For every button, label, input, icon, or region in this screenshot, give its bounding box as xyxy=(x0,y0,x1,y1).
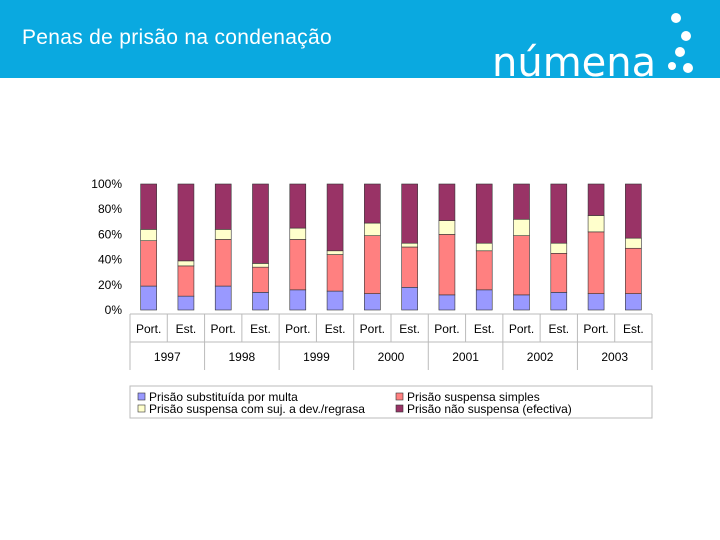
bar-segment xyxy=(587,183,605,216)
bar-segment xyxy=(289,227,307,240)
bar-segment xyxy=(475,250,493,291)
legend-swatch xyxy=(395,404,404,413)
bar-segment xyxy=(625,237,642,249)
bar-segment xyxy=(289,239,307,291)
bar-segment xyxy=(326,250,344,255)
bar-segment xyxy=(513,183,530,220)
bar-segment xyxy=(550,292,568,311)
bar-segment xyxy=(177,265,195,297)
bar-segment xyxy=(513,294,530,311)
bar-segment xyxy=(177,295,195,311)
x-group-label: 2001 xyxy=(452,350,479,364)
x-group-label: 1997 xyxy=(154,350,181,364)
legend-swatch xyxy=(395,392,404,401)
bar-segment xyxy=(140,285,157,311)
logo-text: númena xyxy=(492,40,656,86)
x-category-label: Port. xyxy=(583,322,608,336)
bar-segment xyxy=(364,235,381,294)
x-group-label: 2003 xyxy=(601,350,628,364)
x-category-label: Est. xyxy=(325,322,346,336)
bar-segment xyxy=(177,260,195,267)
bar-segment xyxy=(252,292,269,311)
bar-segment xyxy=(140,229,157,242)
bar-segment xyxy=(401,246,418,288)
x-category-label: Port. xyxy=(211,322,236,336)
bar-segment xyxy=(513,218,530,236)
legend-label: Prisão substituída por multa xyxy=(149,390,298,404)
legend-swatch xyxy=(137,392,146,401)
x-category-label: Port. xyxy=(360,322,385,336)
legend-label: Prisão suspensa com suj. a dev./regrasa xyxy=(149,402,365,416)
bar-segment xyxy=(289,183,307,229)
bar-segment xyxy=(625,293,642,311)
bar-segment xyxy=(475,242,493,252)
bar-segment xyxy=(625,183,642,239)
legend-label: Prisão suspensa simples xyxy=(407,390,540,404)
x-category-label: Est. xyxy=(548,322,569,336)
bar-segment xyxy=(475,289,493,311)
bar-segment xyxy=(438,294,456,311)
bar-segment xyxy=(140,183,157,230)
x-category-label: Est. xyxy=(399,322,420,336)
bar-segment xyxy=(438,220,456,235)
x-category-label: Est. xyxy=(623,322,644,336)
bar-segment xyxy=(326,290,344,311)
bar-segment xyxy=(438,183,456,221)
y-tick-label: 0% xyxy=(105,303,123,317)
bar-segment xyxy=(587,293,605,311)
bar-segment xyxy=(214,229,232,240)
bar-segment xyxy=(401,242,418,248)
bar-segment xyxy=(252,266,269,293)
bar-segment xyxy=(587,231,605,294)
bar-segment xyxy=(252,263,269,268)
bar-segment xyxy=(513,235,530,296)
legend-box xyxy=(129,385,653,419)
logo-dots-icon xyxy=(668,13,693,86)
bar-segment xyxy=(214,183,232,230)
y-tick-label: 60% xyxy=(98,227,122,241)
bar-segment xyxy=(177,183,195,262)
x-category-label: Est. xyxy=(176,322,197,336)
x-group-label: 1999 xyxy=(303,350,330,364)
x-category-label: Port. xyxy=(509,322,534,336)
bar-segment xyxy=(252,183,269,264)
bar-segment xyxy=(587,215,605,233)
x-category-label: Port. xyxy=(285,322,310,336)
bar-segment xyxy=(214,239,232,287)
bar-segment xyxy=(401,287,418,311)
y-tick-label: 80% xyxy=(98,202,122,216)
bar-segment xyxy=(140,240,157,287)
bar-segment xyxy=(438,234,456,296)
bar-segment xyxy=(550,253,568,293)
bar-segment xyxy=(326,254,344,292)
x-group-label: 1998 xyxy=(229,350,256,364)
bar-segment xyxy=(289,289,307,311)
numena-logo: númena xyxy=(492,13,693,86)
bar-segment xyxy=(550,183,568,244)
legend-swatch xyxy=(137,404,146,413)
y-tick-label: 100% xyxy=(91,177,122,191)
bar-segment xyxy=(214,285,232,311)
x-category-label: Port. xyxy=(136,322,161,336)
x-category-label: Port. xyxy=(434,322,459,336)
header-banner xyxy=(0,0,720,78)
x-category-label: Est. xyxy=(474,322,495,336)
bar-segment xyxy=(364,183,381,224)
prison-sentences-chart: 100% 80% 60% 40% 20% 0% Port. Est. 1997 Port. Est.… xyxy=(91,177,653,419)
y-tick-label: 20% xyxy=(98,278,122,292)
bar-segment xyxy=(326,183,344,252)
bar-segment xyxy=(475,183,493,244)
y-tick-label: 40% xyxy=(98,253,122,267)
page-title: Penas de prisão na condenação xyxy=(22,26,332,49)
bar-segment xyxy=(625,247,642,294)
legend-label: Prisão não suspensa (efectiva) xyxy=(407,402,572,416)
bar-segment xyxy=(364,222,381,236)
bar-segment xyxy=(401,183,418,244)
bar-segment xyxy=(550,242,568,254)
x-category-label: Est. xyxy=(250,322,271,336)
x-group-label: 2002 xyxy=(527,350,554,364)
bar-segment xyxy=(364,293,381,311)
x-group-label: 2000 xyxy=(378,350,405,364)
